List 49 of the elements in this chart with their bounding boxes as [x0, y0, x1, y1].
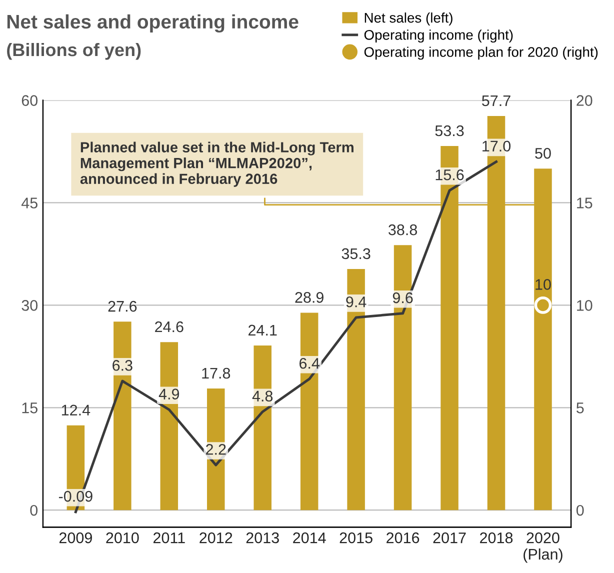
data-label: 57.7 — [482, 95, 510, 106]
data-label: 6.3 — [112, 360, 132, 371]
y2-tick-label: 10 — [577, 300, 592, 311]
data-label: 2.2 — [206, 444, 226, 455]
data-label: 28.9 — [295, 292, 324, 303]
y2-tick-label: 15 — [577, 198, 592, 208]
y-tick-label: 45 — [21, 198, 38, 208]
data-label: 35.3 — [342, 248, 370, 260]
x-tick-label: 2013 — [246, 532, 279, 544]
data-label: 17.8 — [202, 368, 230, 379]
data-label: -0.09 — [58, 490, 92, 502]
data-label: 38.8 — [388, 224, 417, 236]
y2-tick-label: 0 — [576, 504, 584, 516]
y-tick-label: 15 — [22, 402, 38, 414]
data-label: 17.0 — [482, 140, 511, 152]
data-label: 6.4 — [299, 358, 320, 369]
annotation: Planned value set in the Mid-Long Term Management Plan “MLMAP2020”, announced in February 2016 — [80, 142, 354, 187]
x-tick-label: 2018 — [480, 532, 513, 544]
data-label: 50 — [535, 148, 551, 159]
data-label: 24.1 — [248, 324, 277, 336]
legend-label: Operating income (right) — [364, 30, 513, 43]
x-tick-label: 2017 — [433, 532, 466, 544]
x-tick-label: 2011 — [153, 532, 185, 544]
y2-tick-label: 20 — [576, 95, 592, 106]
chart-title: Net sales and operating income — [7, 14, 298, 33]
data-label: 9.4 — [346, 296, 366, 308]
y-tick-label: 30 — [22, 300, 38, 311]
x-tick-label: 2014 — [293, 532, 326, 544]
x-tick-label: 2016 — [386, 532, 420, 544]
x-tick-label: 2012 — [200, 532, 232, 544]
data-label: 53.3 — [435, 125, 464, 136]
data-label: 4.9 — [158, 388, 180, 400]
data-label: 12.4 — [62, 404, 90, 416]
x-tick-label: 2015 — [340, 532, 372, 544]
data-label: 15.6 — [436, 169, 464, 180]
data-label: 10 — [536, 279, 551, 290]
x-tick-label: 2009 — [59, 532, 92, 544]
x-tick-label: 2010 — [106, 532, 139, 544]
y-tick-label: 60 — [22, 95, 38, 106]
legend-label: Operating income plan for 2020 (right) — [364, 46, 598, 60]
data-label: 24.6 — [155, 321, 184, 332]
data-label: 9.6 — [392, 292, 413, 304]
x-tick-label: 2020 (Plan) — [524, 532, 562, 563]
legend-label: Net sales (left) — [364, 12, 452, 26]
chart-subtitle: (Billions of yen) — [7, 42, 141, 60]
data-label: 27.6 — [108, 300, 137, 312]
data-label: 4.8 — [252, 390, 273, 402]
y2-tick-label: 5 — [576, 402, 584, 414]
y-tick-label: 0 — [30, 504, 38, 516]
